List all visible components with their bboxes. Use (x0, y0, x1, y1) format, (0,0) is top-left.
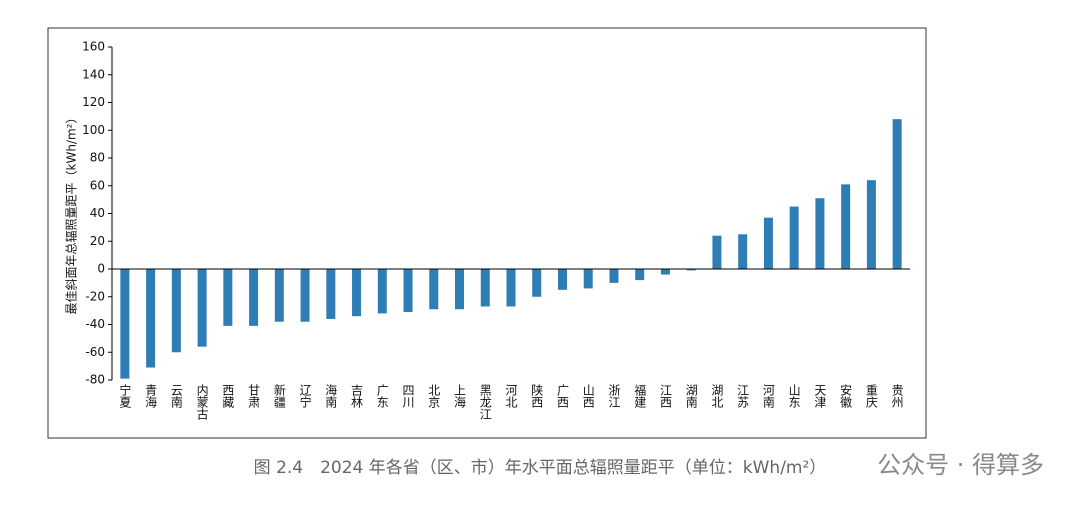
y-tick-label: -60 (85, 345, 105, 359)
x-tick-label: 广西 (555, 384, 569, 408)
x-tick-label: 北京 (427, 384, 441, 409)
y-axis-label: 最佳斜面年总辐照量距平（kWh/m²） (64, 112, 79, 315)
bar (223, 269, 233, 326)
chart-frame (47, 27, 927, 439)
bar (866, 180, 876, 269)
bar (455, 269, 465, 310)
x-tick-label: 青海 (144, 384, 158, 408)
x-tick-label: 河南 (761, 384, 775, 408)
bar (197, 269, 207, 347)
x-tick-label: 海南 (324, 383, 338, 408)
x-tick-label: 广东 (375, 384, 389, 408)
y-tick-label: 120 (82, 95, 105, 109)
bar (660, 269, 670, 275)
bar (249, 269, 259, 326)
y-tick-label: 100 (82, 123, 105, 137)
bar (789, 206, 799, 269)
x-tick-label: 宁夏 (118, 383, 132, 408)
y-tick-label: 60 (90, 178, 105, 192)
bar (609, 269, 619, 283)
bar (738, 234, 748, 269)
x-tick-label: 山东 (787, 384, 801, 408)
x-tick-label: 江西 (658, 384, 672, 408)
bar (763, 217, 773, 269)
x-tick-label: 辽宁 (298, 384, 312, 408)
x-tick-label: 福建 (633, 383, 647, 409)
bar (506, 269, 516, 307)
x-tick-label: 西藏 (221, 384, 235, 409)
bar (403, 269, 413, 313)
y-tick-label: 160 (82, 40, 105, 54)
x-tick-label: 湖南 (684, 383, 698, 408)
caption: 图 2.4 2024 年各省（区、市）年水平面总辐照量距平（单位：kWh/m²） (254, 458, 827, 478)
x-tick-label: 湖北 (710, 383, 724, 409)
y-tick-label: 80 (90, 151, 105, 165)
y-tick-label: 140 (82, 67, 105, 81)
x-tick-label: 甘肃 (247, 384, 261, 409)
y-tick-label: 40 (90, 206, 105, 220)
bar (480, 269, 490, 307)
x-tick-label: 陕西 (530, 383, 544, 408)
bar (557, 269, 567, 290)
x-tick-label: 贵州 (890, 384, 904, 408)
watermark: 公众号 · 得算多 (877, 451, 1044, 479)
x-tick-label: 四川 (401, 384, 415, 408)
bar (146, 269, 156, 368)
x-tick-label: 河北 (504, 384, 518, 409)
x-tick-label: 天津 (813, 384, 827, 408)
x-tick-label: 安徽 (839, 383, 853, 408)
bar (815, 198, 825, 269)
bar (429, 269, 439, 310)
y-tick-label: -80 (85, 373, 105, 387)
bar (120, 269, 130, 379)
bar (686, 269, 696, 271)
x-tick-label: 浙江 (607, 384, 621, 408)
bar (841, 184, 851, 269)
x-tick-label: 重庆 (864, 384, 878, 408)
y-tick-label: 0 (97, 262, 105, 276)
x-tick-label: 江苏 (736, 384, 750, 408)
bar (377, 269, 387, 314)
bar (171, 269, 181, 353)
y-tick-label: -20 (85, 289, 105, 303)
bar (532, 269, 542, 297)
bar (274, 269, 284, 322)
x-tick-label: 吉林 (350, 384, 364, 408)
bar (352, 269, 362, 317)
bar (892, 119, 902, 270)
x-tick-label: 云南 (169, 384, 183, 408)
bar (712, 235, 722, 269)
x-tick-label: 山西 (581, 384, 595, 408)
x-tick-label: 新疆 (272, 383, 286, 408)
y-tick-label: -40 (85, 317, 105, 331)
x-tick-label: 黑龙江 (478, 384, 492, 420)
bar (635, 269, 645, 281)
x-tick-label: 内蒙古 (195, 384, 209, 420)
x-tick-label: 上海 (453, 384, 467, 408)
bar (583, 269, 593, 289)
y-tick-label: 20 (90, 234, 105, 248)
bar (326, 269, 336, 319)
bar (300, 269, 310, 322)
